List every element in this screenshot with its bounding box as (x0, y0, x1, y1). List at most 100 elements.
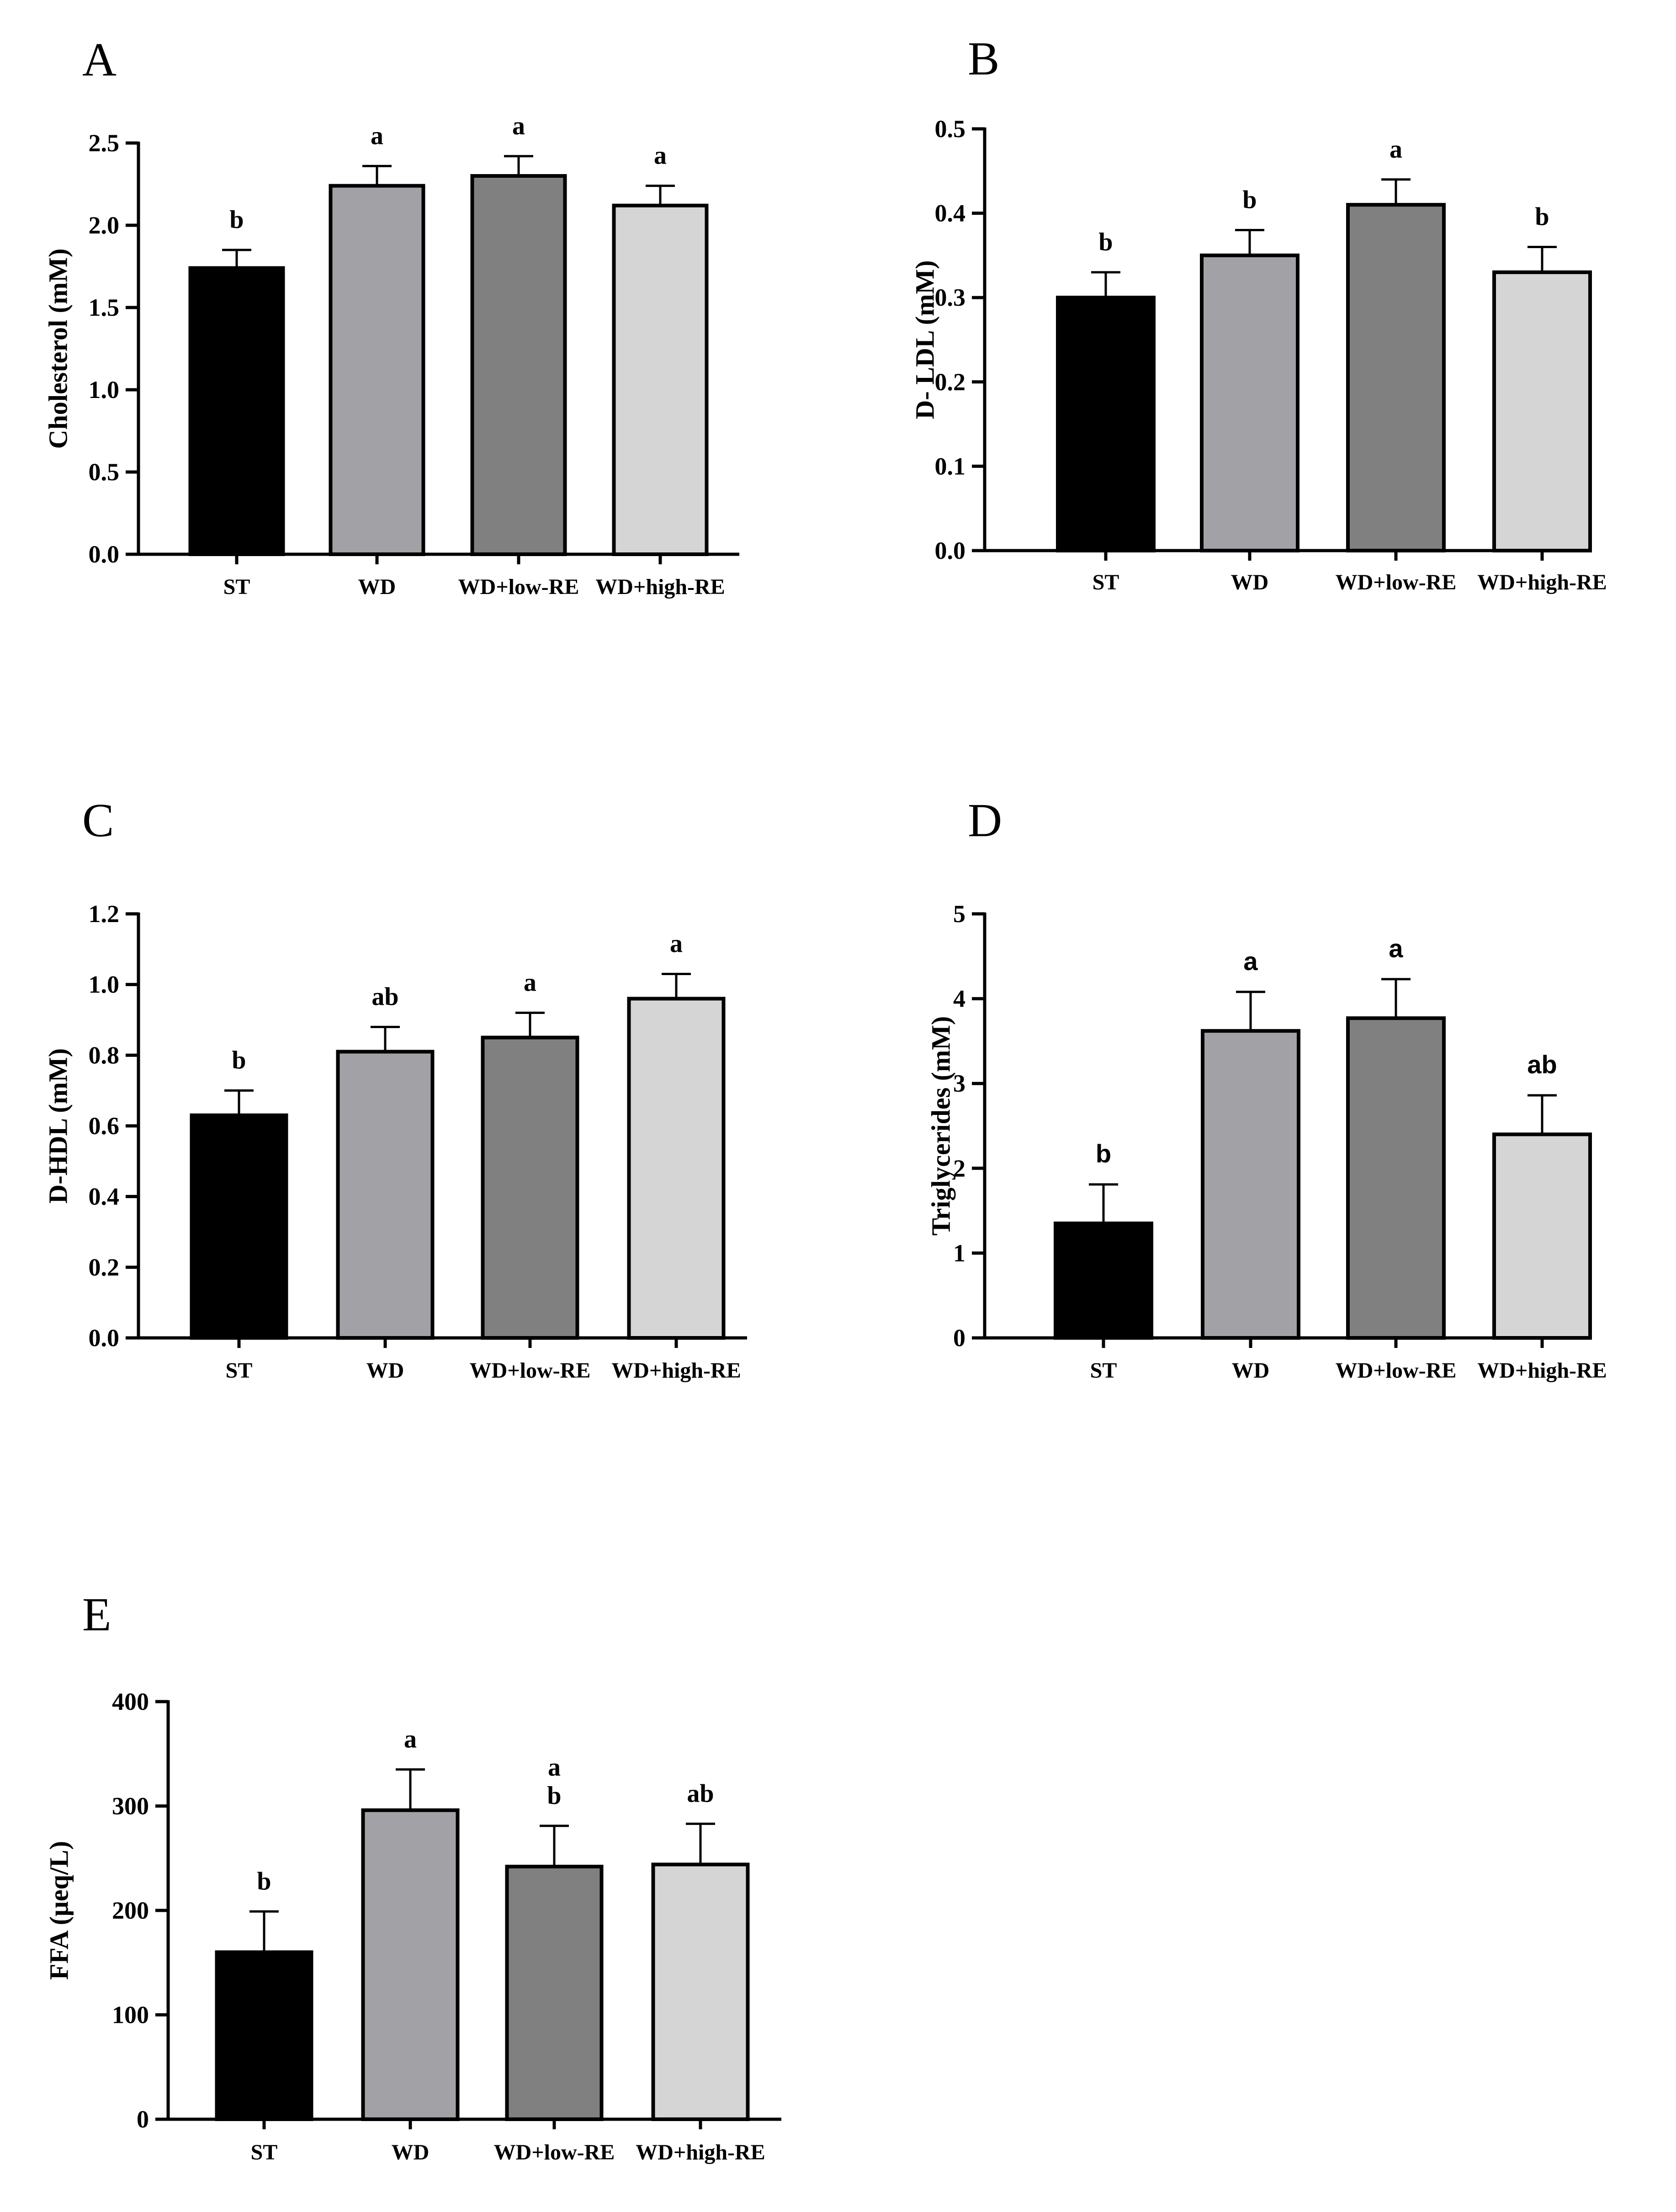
category-label-B-3: WD+high-RE (1477, 570, 1607, 594)
category-label-E-1: WD (392, 2140, 430, 2164)
y-tick-label-E-4: 400 (112, 1688, 149, 1715)
y-axis-title-B: D- LDL (mM) (910, 260, 939, 419)
significance-label-B-1: b (1242, 186, 1257, 214)
panel-letter-E: E (82, 1588, 111, 1641)
significance-label-D-3: ab (1527, 1050, 1557, 1079)
y-tick-label-C-3: 0.6 (89, 1112, 120, 1140)
bar-C-WD+high-RE (627, 997, 726, 1340)
category-label-C-2: WD+low-RE (470, 1358, 591, 1383)
significance-label-D-2: a (1389, 934, 1403, 963)
bar-E-WD+high-RE (651, 1862, 750, 2121)
y-tick-label-C-5: 1.0 (89, 971, 120, 998)
y-tick-label-E-0: 0 (137, 2106, 149, 2133)
panel-letter-C: C (82, 794, 114, 847)
y-tick-label-A-5: 2.5 (89, 129, 120, 157)
bar-D-WD+high-RE (1492, 1132, 1592, 1340)
significance-label-A-1: a (371, 122, 383, 150)
y-tick-label-D-5: 5 (953, 900, 965, 928)
y-axis-title-A: Cholesterol (mM) (43, 249, 73, 449)
category-label-B-1: WD (1231, 570, 1269, 594)
y-tick-label-E-3: 300 (112, 1793, 149, 1820)
significance-label-A-2: a (512, 112, 525, 140)
category-label-D-1: WD (1232, 1358, 1270, 1383)
bar-A-WD (329, 184, 425, 557)
bar-A-WD+high-RE (612, 203, 709, 556)
y-tick-label-B-4: 0.4 (935, 200, 966, 227)
bar-D-ST (1054, 1221, 1153, 1340)
category-label-B-0: ST (1093, 570, 1119, 594)
significance-label-C-1: ab (371, 982, 398, 1011)
category-label-C-0: ST (226, 1358, 253, 1383)
significance-label-C-0: b (232, 1046, 246, 1075)
significance-label-A-3: a (654, 142, 667, 170)
significance-label-D-0: b (1096, 1139, 1111, 1168)
category-label-C-3: WD+high-RE (611, 1358, 741, 1383)
y-axis-title-E: FFA (μeq/L) (44, 1841, 74, 1980)
y-tick-label-D-3: 3 (953, 1070, 965, 1097)
significance-label-B-2: a (1390, 135, 1402, 164)
panel-letter-D: D (968, 794, 1002, 847)
significance-label-E-2-0: a (548, 1753, 561, 1782)
bar-B-ST (1056, 296, 1156, 552)
significance-label-A-0: b (229, 206, 244, 234)
y-tick-label-C-1: 0.2 (89, 1253, 120, 1281)
y-tick-label-C-2: 0.4 (89, 1183, 120, 1210)
significance-label-E-2-1: b (547, 1782, 561, 1810)
y-tick-label-D-0: 0 (953, 1324, 965, 1352)
y-tick-label-A-3: 1.5 (89, 294, 120, 321)
y-tick-label-D-2: 2 (953, 1155, 965, 1182)
category-label-D-0: ST (1090, 1358, 1117, 1383)
bar-B-WD+high-RE (1492, 270, 1592, 552)
bar-C-ST (190, 1113, 288, 1340)
bar-A-WD+low-RE (470, 174, 567, 556)
y-tick-label-B-1: 0.1 (935, 452, 966, 480)
y-tick-label-A-0: 0.0 (89, 541, 120, 568)
panel-letter-A: A (82, 33, 117, 86)
y-tick-label-C-4: 0.8 (89, 1041, 120, 1069)
category-label-E-0: ST (251, 2140, 278, 2164)
category-label-A-1: WD (358, 575, 396, 599)
bar-B-WD+low-RE (1346, 203, 1446, 552)
category-label-D-2: WD+low-RE (1336, 1358, 1457, 1383)
bar-D-WD (1201, 1029, 1300, 1340)
significance-label-E-3: ab (687, 1779, 714, 1808)
significance-label-E-1: a (404, 1725, 417, 1754)
bar-C-WD+low-RE (481, 1035, 579, 1340)
y-axis-title-D: Triglycerides (mM) (926, 1016, 955, 1236)
y-tick-label-C-0: 0.0 (89, 1324, 120, 1352)
y-tick-label-E-2: 200 (112, 1897, 149, 1924)
significance-label-C-2: a (524, 969, 536, 997)
category-label-C-1: WD (366, 1358, 404, 1383)
y-tick-label-D-1: 1 (953, 1239, 965, 1267)
significance-label-C-3: a (670, 929, 683, 958)
bar-E-WD (361, 1808, 460, 2121)
y-tick-label-B-5: 0.5 (935, 115, 966, 143)
category-label-D-3: WD+high-RE (1477, 1358, 1607, 1383)
y-tick-label-B-2: 0.2 (935, 368, 966, 396)
bar-B-WD (1200, 253, 1299, 552)
panel-letter-B: B (968, 32, 999, 85)
y-tick-label-A-2: 1.0 (89, 376, 120, 403)
category-label-A-0: ST (223, 575, 250, 599)
significance-label-B-3: b (1535, 202, 1549, 231)
bar-C-WD (336, 1050, 435, 1340)
y-axis-title-C: D-HDL (mM) (43, 1048, 73, 1204)
y-tick-label-A-4: 2.0 (89, 212, 120, 239)
bar-A-ST (188, 266, 285, 556)
y-tick-label-B-3: 0.3 (935, 284, 966, 311)
category-label-A-2: WD+low-RE (458, 575, 579, 599)
category-label-A-3: WD+high-RE (595, 575, 725, 599)
significance-label-E-0: b (257, 1867, 271, 1895)
y-tick-label-E-1: 100 (112, 2001, 149, 2029)
significance-label-B-0: b (1098, 228, 1113, 256)
y-tick-label-B-0: 0.0 (935, 537, 966, 564)
category-label-E-2: WD+low-RE (494, 2140, 615, 2164)
y-tick-label-A-1: 0.5 (89, 458, 120, 486)
category-label-E-3: WD+high-RE (636, 2140, 765, 2164)
y-tick-label-C-6: 1.2 (89, 900, 120, 928)
y-tick-label-D-4: 4 (953, 985, 965, 1013)
bar-E-ST (215, 1950, 313, 2121)
significance-label-D-1: a (1243, 947, 1258, 976)
bar-D-WD+low-RE (1346, 1016, 1446, 1340)
